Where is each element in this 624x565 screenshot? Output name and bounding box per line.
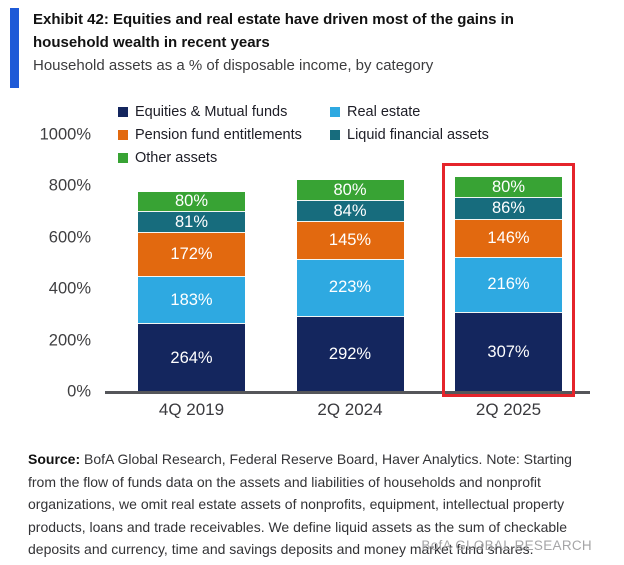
bar-segment: 172% bbox=[138, 232, 245, 278]
bar-value-label: 80% bbox=[174, 191, 209, 210]
bar-value-label: 145% bbox=[328, 231, 372, 250]
legend-item: Liquid financial assets bbox=[330, 127, 489, 143]
bar-segment: 86% bbox=[455, 198, 562, 221]
legend-label: Real estate bbox=[347, 104, 421, 120]
bar-segment: 146% bbox=[455, 220, 562, 258]
legend-swatch-icon bbox=[118, 153, 128, 163]
bar-segment: 223% bbox=[296, 259, 404, 317]
bar-group: 80% 84% 145% 223% 292% bbox=[296, 135, 404, 392]
exhibit-subtitle: Household assets as a % of disposable in… bbox=[33, 57, 434, 74]
bar-segment: 307% bbox=[455, 313, 562, 392]
legend-item: Pension fund entitlements bbox=[118, 127, 330, 143]
bar-stack: 80% 84% 145% 223% 292% bbox=[296, 180, 404, 392]
source-label: Source: bbox=[28, 451, 81, 467]
bar-value-label: 84% bbox=[333, 201, 367, 220]
bar-value-label: 307% bbox=[487, 343, 530, 362]
legend-swatch-icon bbox=[330, 130, 340, 140]
bar-value-label: 264% bbox=[170, 348, 213, 367]
legend-label: Liquid financial assets bbox=[347, 127, 489, 143]
bar-value-label: 216% bbox=[487, 275, 530, 294]
bar-segment: 81% bbox=[138, 212, 245, 233]
bar-stack: 80% 81% 172% 183% 264% bbox=[138, 191, 245, 392]
legend-swatch-icon bbox=[118, 130, 128, 140]
bar-value-label: 86% bbox=[491, 199, 526, 218]
chart-legend: Equities & Mutual funds Real estate Pensio… bbox=[118, 104, 489, 166]
y-tick-label: 800% bbox=[48, 176, 91, 195]
x-axis-category-label: 2Q 2024 bbox=[317, 400, 383, 419]
bar-stack: 80% 86% 146% 216% 307% bbox=[455, 177, 562, 392]
bar-value-label: 80% bbox=[333, 180, 367, 199]
legend-label: Equities & Mutual funds bbox=[135, 104, 288, 120]
bar-value-label: 292% bbox=[328, 344, 372, 363]
x-axis-category-label: 2Q 2025 bbox=[475, 400, 542, 419]
source-text: BofA Global Research, Federal Reserve Bo… bbox=[28, 451, 572, 557]
x-axis-line bbox=[105, 391, 590, 394]
bar-group: 80% 81% 172% 183% 264% bbox=[138, 135, 245, 392]
bar-segment: 80% bbox=[455, 177, 562, 198]
bar-segment: 292% bbox=[296, 316, 404, 392]
y-tick-label: 400% bbox=[48, 279, 91, 298]
y-tick-label: 600% bbox=[48, 228, 91, 247]
bar-value-label: 81% bbox=[174, 212, 209, 231]
bar-segment: 84% bbox=[296, 200, 404, 223]
bars-container: 80% 81% 172% 183% 264% 80% 84% 145% 223% 292% 80% 8… bbox=[105, 135, 590, 392]
exhibit-title: Exhibit 42: Equities and real estate hav… bbox=[33, 11, 514, 51]
legend-item: Real estate bbox=[330, 104, 489, 120]
legend-item: Other assets bbox=[118, 150, 330, 166]
bar-segment: 264% bbox=[138, 324, 245, 392]
bar-value-label: 183% bbox=[170, 290, 213, 309]
y-tick-label: 200% bbox=[48, 331, 91, 350]
legend-swatch-icon bbox=[118, 107, 128, 117]
bar-value-label: 80% bbox=[491, 177, 526, 196]
x-axis-labels: 4Q 2019 2Q 2024 2Q 2025 bbox=[105, 400, 590, 420]
header-text-block: Exhibit 42: Equities and real estate hav… bbox=[33, 8, 589, 88]
plot-area: 80% 81% 172% 183% 264% 80% 84% 145% 223% 292% 80% 8… bbox=[105, 135, 590, 397]
chart-plot-row: 0% 200% 400% 600% 800% 1000% 80% 81% 172% 183% 26… bbox=[0, 126, 624, 401]
legend-label: Other assets bbox=[135, 150, 218, 166]
bar-value-label: 146% bbox=[487, 228, 530, 247]
bar-segment: 145% bbox=[296, 222, 404, 260]
source-note: Source: BofA Global Research, Federal Re… bbox=[28, 448, 598, 561]
bar-segment: 183% bbox=[138, 277, 245, 325]
bar-segment: 216% bbox=[455, 257, 562, 314]
bar-segment: 80% bbox=[138, 191, 245, 213]
y-tick-label: 0% bbox=[67, 382, 91, 401]
legend-label: Pension fund entitlements bbox=[135, 127, 302, 143]
bar-group: 80% 86% 146% 216% 307% bbox=[455, 135, 562, 392]
y-axis: 0% 200% 400% 600% 800% 1000% bbox=[0, 126, 105, 401]
exhibit-header: Exhibit 42: Equities and real estate hav… bbox=[10, 8, 610, 88]
title-accent-bar bbox=[10, 8, 19, 88]
legend-swatch-icon bbox=[330, 107, 340, 117]
brand-mark: BofA GLOBAL RESEARCH bbox=[421, 538, 592, 553]
x-axis-category-label: 4Q 2019 bbox=[158, 400, 225, 419]
bar-value-label: 223% bbox=[328, 278, 372, 297]
bar-value-label: 172% bbox=[170, 245, 213, 264]
legend-item: Equities & Mutual funds bbox=[118, 104, 330, 120]
y-tick-label: 1000% bbox=[39, 125, 91, 144]
bar-segment: 80% bbox=[296, 180, 404, 201]
